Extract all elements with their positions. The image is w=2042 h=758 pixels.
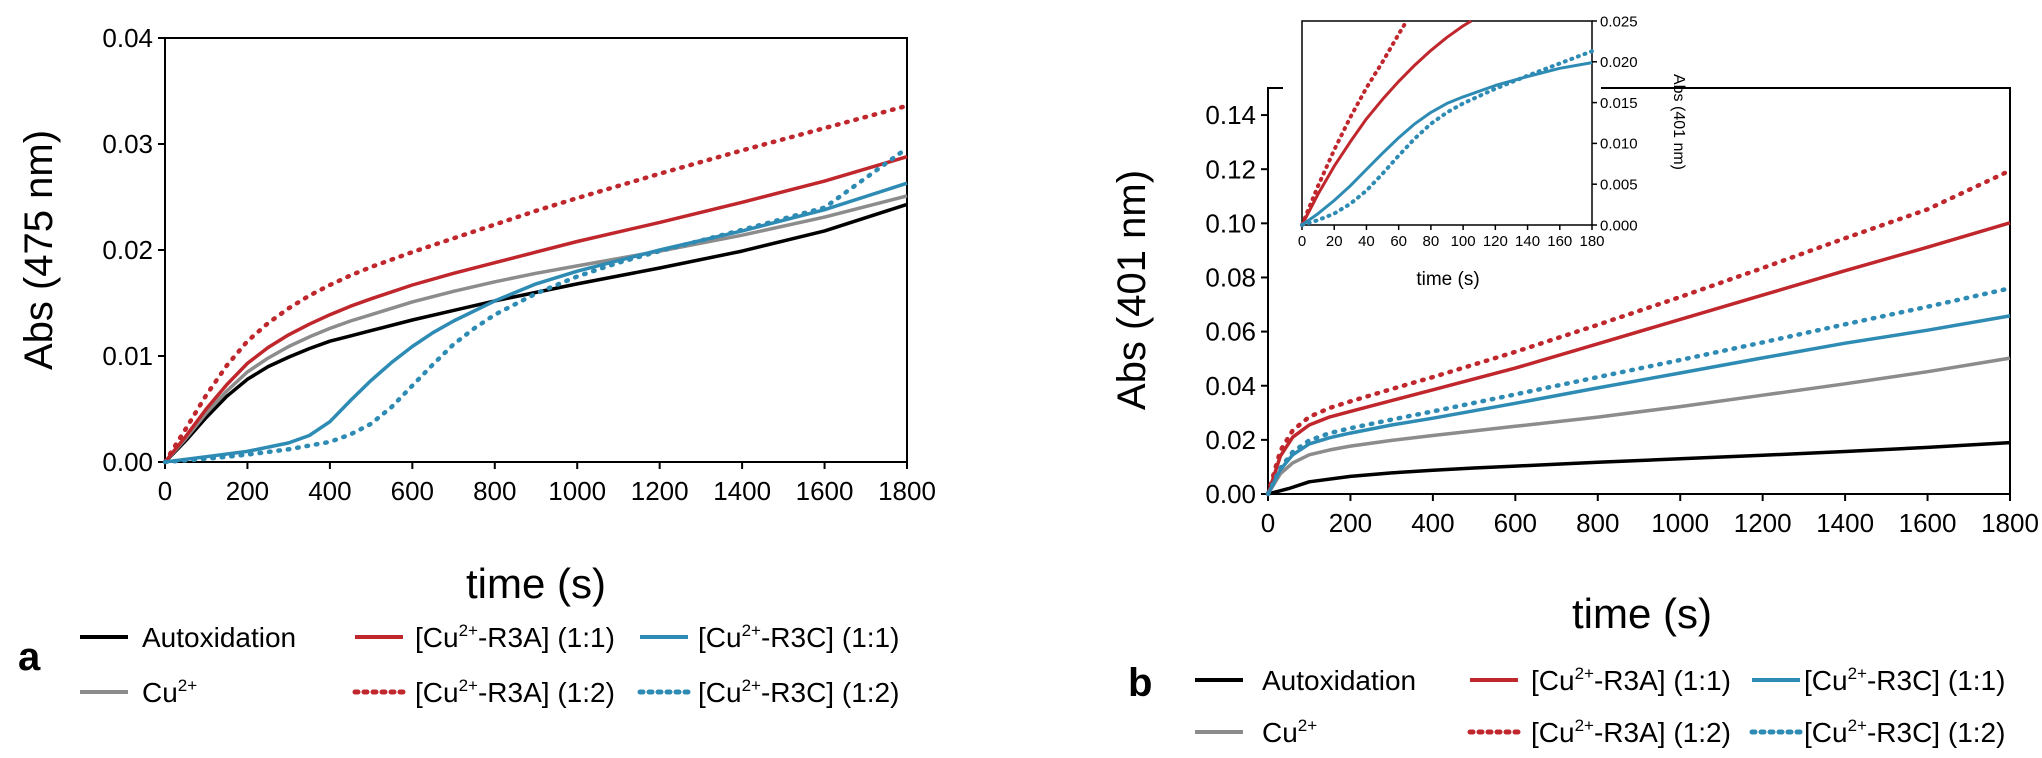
panel-b-y-tick-label: 0.14 xyxy=(1205,100,1256,130)
panel-b-x-tick-label: 600 xyxy=(1494,508,1537,538)
legend-b-r3a-1-1: [Cu2+-R3A] (1:1) xyxy=(1531,664,1731,696)
panel-b-x-tick-label: 1400 xyxy=(1816,508,1874,538)
inset-series-r3c11 xyxy=(1301,61,1593,227)
inset-y-tick-label: 0.000 xyxy=(1600,217,1638,234)
inset-series-r3a12 xyxy=(1300,19,1409,227)
panel-b-x-tick-label: 800 xyxy=(1576,508,1619,538)
panel-a-y-tick-label: 0.04 xyxy=(102,23,153,53)
panel-a-plot-frame xyxy=(164,37,908,463)
legend-a-r3a-1-2: [Cu2+-R3A] (1:2) xyxy=(415,676,615,708)
panel-b-x-tick-label: 1600 xyxy=(1899,508,1957,538)
panel-b-x-tick-label: 0 xyxy=(1261,508,1275,538)
panel-b-y-axis-label: Abs (401 nm) xyxy=(1110,170,1154,410)
legend-a-cu: Cu2+ xyxy=(142,676,197,708)
legend-b-r3c-1-1: [Cu2+-R3C] (1:1) xyxy=(1804,664,2005,696)
inset-x-tick-label: 0 xyxy=(1298,233,1306,250)
panel-a-x-tick-label: 400 xyxy=(308,476,351,506)
panel-b-x-tick-label: 1000 xyxy=(1651,508,1709,538)
inset-x-tick-label: 160 xyxy=(1547,233,1572,250)
panel-a-series-cu xyxy=(163,194,908,464)
legend-b-r3c-1-2: [Cu2+-R3C] (1:2) xyxy=(1804,716,2005,748)
panel-a-y-tick-label: 0.03 xyxy=(102,129,153,159)
inset-x-tick-label: 60 xyxy=(1390,233,1407,250)
panel-a-x-tick-label: 1800 xyxy=(878,476,936,506)
panel-b-legend: Autoxidation Cu2+ [Cu2+-R3A] (1:1) [Cu2+… xyxy=(1195,664,2005,748)
panel-a-x-tick-label: 1200 xyxy=(631,476,689,506)
panel-a-y-tick-label: 0.00 xyxy=(102,447,153,477)
panel-b: 0.000.020.040.060.080.100.120.14 0 200 400… xyxy=(1110,12,2039,748)
inset-x-tick-label: 80 xyxy=(1423,233,1440,250)
inset-x-tick-label: 140 xyxy=(1515,233,1540,250)
panel-b-plot-frame xyxy=(1267,87,2011,495)
panel-a-series-r3a11 xyxy=(163,155,908,464)
panel-a-x-tick-label: 1600 xyxy=(796,476,854,506)
panel-b-y-tick-label: 0.00 xyxy=(1205,479,1256,509)
panel-b-y-tick-label: 0.02 xyxy=(1205,425,1256,455)
inset-x-tick-label: 180 xyxy=(1579,233,1604,250)
panel-b-y-tick-label: 0.06 xyxy=(1205,317,1256,347)
panel-b-y-tick-label: 0.04 xyxy=(1205,371,1256,401)
panel-b-y-tick-label: 0.10 xyxy=(1205,208,1256,238)
panel-b-label: b xyxy=(1128,661,1152,705)
panel-a-x-tick-label: 0 xyxy=(158,476,172,506)
panel-a-y-tick-label: 0.01 xyxy=(102,341,153,371)
legend-b-r3a-1-2: [Cu2+-R3A] (1:2) xyxy=(1531,716,1731,748)
panel-b-x-tick-label: 400 xyxy=(1411,508,1454,538)
panel-a-y-axis-label: Abs (475 nm) xyxy=(17,130,61,370)
legend-a-r3c-1-2: [Cu2+-R3C] (1:2) xyxy=(698,676,899,708)
inset-y-tick-label: 0.020 xyxy=(1600,54,1638,71)
legend-b-autoxidation: Autoxidation xyxy=(1262,665,1416,696)
inset-x-axis-label: time (s) xyxy=(1416,269,1479,290)
panel-a-x-tick-label: 200 xyxy=(226,476,269,506)
panel-b-series-cu xyxy=(1266,356,2011,495)
panel-a-x-tick-label: 600 xyxy=(391,476,434,506)
panel-a-y-tick-label: 0.02 xyxy=(102,235,153,265)
inset-y-tick-label: 0.010 xyxy=(1600,136,1638,153)
legend-a-autoxidation: Autoxidation xyxy=(142,622,296,653)
inset-x-tick-label: 40 xyxy=(1358,233,1375,250)
panel-a-x-axis-label: time (s) xyxy=(466,560,606,607)
panel-b-series-r3c11 xyxy=(1266,314,2011,495)
panel-b-inset: 0.000 0.005 0.010 0.015 0.020 0.025 0 20 40 60 80… xyxy=(1283,12,1687,290)
panel-a-x-tick-label: 800 xyxy=(473,476,516,506)
panel-a-label: a xyxy=(18,635,41,679)
legend-a-r3c-1-1: [Cu2+-R3C] (1:1) xyxy=(698,621,899,653)
inset-series-r3a11 xyxy=(1300,19,1472,226)
panel-b-x-tick-label: 200 xyxy=(1329,508,1372,538)
panel-a-series-r3c12 xyxy=(162,145,910,465)
panel-a-x-tick-label: 1400 xyxy=(713,476,771,506)
inset-x-tick-label: 20 xyxy=(1326,233,1343,250)
inset-y-tick-label: 0.005 xyxy=(1600,176,1638,193)
panel-a-legend: Autoxidation Cu2+ [Cu2+-R3A] (1:1) [Cu2+… xyxy=(80,621,899,708)
inset-y-tick-label: 0.015 xyxy=(1600,95,1638,112)
legend-b-cu: Cu2+ xyxy=(1262,716,1317,748)
panel-b-y-tick-label: 0.12 xyxy=(1205,154,1256,184)
panel-a: 0.00 0.01 0.02 0.03 0.04 0 200 400 600 800 1000 12… xyxy=(17,23,936,708)
legend-a-r3a-1-1: [Cu2+-R3A] (1:1) xyxy=(415,621,615,653)
panel-b-series-r3c12 xyxy=(1265,286,2013,497)
panel-a-series-r3a12 xyxy=(162,103,910,465)
panel-b-y-tick-label: 0.08 xyxy=(1205,263,1256,293)
inset-x-tick-label: 100 xyxy=(1451,233,1476,250)
panel-b-x-axis-label: time (s) xyxy=(1572,590,1712,637)
panel-a-series-r3c11 xyxy=(164,181,908,464)
inset-y-tick-label: 0.025 xyxy=(1600,13,1638,30)
inset-y-axis-label: Abs (401 nm) xyxy=(1670,74,1687,170)
inset-plot-frame xyxy=(1301,20,1593,226)
panel-a-series-auto xyxy=(163,202,908,464)
panel-b-series-auto xyxy=(1267,440,2011,496)
panel-a-x-tick-label: 1000 xyxy=(548,476,606,506)
panel-b-x-tick-label: 1200 xyxy=(1734,508,1792,538)
panel-b-series-r3a12 xyxy=(1265,168,2013,497)
inset-x-tick-label: 120 xyxy=(1483,233,1508,250)
panel-b-x-tick-label: 1800 xyxy=(1981,508,2039,538)
inset-series-r3c12 xyxy=(1300,49,1594,227)
panel-b-series-r3a11 xyxy=(1266,221,2011,495)
